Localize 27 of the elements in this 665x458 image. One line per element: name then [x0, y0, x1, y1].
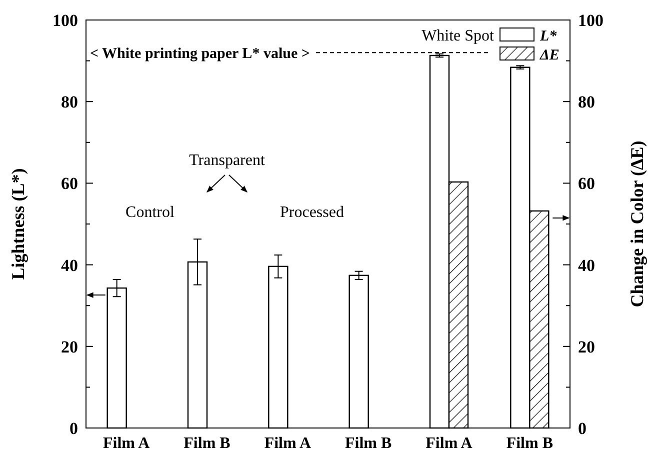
legend-label: L*	[539, 28, 558, 44]
y-tick-label: 40	[61, 256, 78, 275]
legend-label: ΔE	[539, 47, 560, 64]
ref-line-label: < White printing paper L* value >	[90, 46, 310, 62]
annotation: Control	[126, 204, 175, 221]
y2-tick-label: 100	[578, 10, 604, 30]
x-tick-label: Film B	[506, 435, 554, 452]
annotation: Processed	[280, 204, 344, 221]
annotation: Transparent	[189, 152, 266, 169]
y-tick-label: 0	[70, 418, 78, 438]
y-tick-label: 60	[61, 174, 78, 194]
y2-tick-label: 40	[578, 256, 595, 275]
y2-tick-label: 60	[578, 174, 595, 194]
legend-title: White Spot	[422, 28, 495, 45]
y2-tick-label: 0	[578, 418, 586, 438]
x-tick-label: Film B	[344, 435, 392, 452]
y-axis-title: Lightness (L*)	[8, 168, 28, 280]
x-tick-label: Film A	[102, 435, 150, 452]
y2-axis-title: Change in Color (ΔE)	[627, 140, 647, 308]
y-tick-label: 20	[61, 337, 78, 356]
x-tick-label: Film A	[264, 435, 312, 452]
y-tick-label: 80	[61, 92, 78, 112]
x-tick-label: Film B	[184, 435, 231, 452]
x-tick-label: Film A	[426, 435, 473, 452]
y2-tick-label: 80	[578, 92, 595, 112]
y-tick-label: 100	[52, 10, 78, 30]
y2-tick-label: 20	[578, 337, 595, 356]
